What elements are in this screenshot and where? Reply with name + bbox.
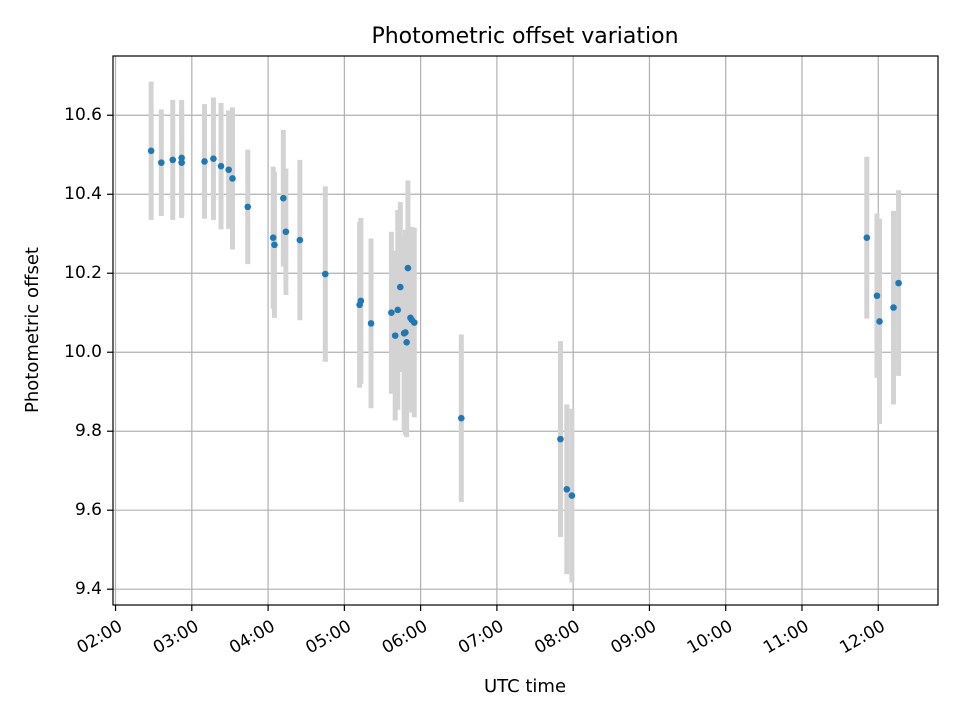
data-point	[225, 166, 232, 174]
y-axis-label: Photometric offset	[22, 247, 43, 413]
x-tick-label: 04:00	[226, 616, 278, 658]
data-point	[458, 414, 465, 422]
x-tick-label: 03:00	[150, 616, 202, 658]
data-point	[178, 159, 185, 166]
data-point	[396, 283, 404, 291]
data-point	[178, 154, 185, 162]
x-tick-label: 09:00	[608, 616, 660, 658]
data-points	[147, 147, 902, 499]
data-point	[402, 329, 409, 336]
data-point	[391, 332, 399, 339]
data-point	[563, 485, 571, 493]
data-point	[201, 158, 208, 165]
data-point	[296, 236, 304, 244]
data-point	[229, 175, 236, 182]
y-tick-label: 9.6	[75, 500, 102, 520]
data-point	[269, 234, 277, 241]
data-point	[568, 492, 576, 499]
data-point	[357, 297, 365, 305]
data-point	[271, 241, 278, 249]
data-point	[410, 319, 418, 326]
data-point	[876, 318, 883, 325]
plot-frame	[112, 55, 939, 606]
data-point	[557, 435, 564, 443]
data-point	[147, 147, 155, 155]
x-axis-label: UTC time	[484, 676, 566, 697]
y-tick-label: 10.0	[64, 342, 102, 362]
grid	[113, 56, 938, 605]
x-tick-label: 10:00	[684, 616, 736, 658]
data-point	[367, 320, 375, 327]
data-point	[890, 304, 897, 311]
data-point	[403, 339, 410, 346]
data-point	[217, 162, 225, 170]
y-axis-ticks: 9.4 9.6 9.8 10.0 10.2 10.4 10.6	[64, 105, 113, 599]
x-tick-label: 12:00	[836, 616, 888, 658]
data-point	[388, 309, 395, 317]
y-tick-label: 9.8	[75, 421, 102, 441]
data-point	[244, 203, 252, 211]
data-point	[404, 264, 412, 272]
x-axis-ticks: 02:00 03:00 04:00 05:00 06:00 07:00 08:00 09:00…	[74, 605, 889, 658]
x-tick-label: 02:00	[74, 616, 126, 658]
chart-title: Photometric offset variation	[371, 24, 678, 49]
data-point	[863, 234, 871, 241]
data-point	[394, 306, 402, 314]
data-point	[873, 292, 881, 300]
data-point	[280, 194, 287, 202]
x-tick-label: 05:00	[302, 616, 354, 658]
data-point	[169, 156, 177, 164]
x-tick-label: 07:00	[455, 616, 507, 658]
x-tick-label: 11:00	[760, 616, 812, 658]
data-point	[895, 279, 902, 287]
y-tick-label: 10.4	[64, 184, 102, 204]
y-tick-label: 10.6	[64, 105, 102, 125]
data-point	[210, 155, 217, 162]
x-tick-label: 06:00	[379, 616, 431, 658]
data-point	[282, 228, 290, 236]
x-tick-label: 08:00	[531, 616, 583, 658]
y-tick-label: 10.2	[64, 263, 102, 283]
error-bars	[148, 81, 902, 583]
y-tick-label: 9.4	[75, 579, 102, 599]
data-point	[321, 270, 329, 278]
data-point	[158, 159, 165, 166]
